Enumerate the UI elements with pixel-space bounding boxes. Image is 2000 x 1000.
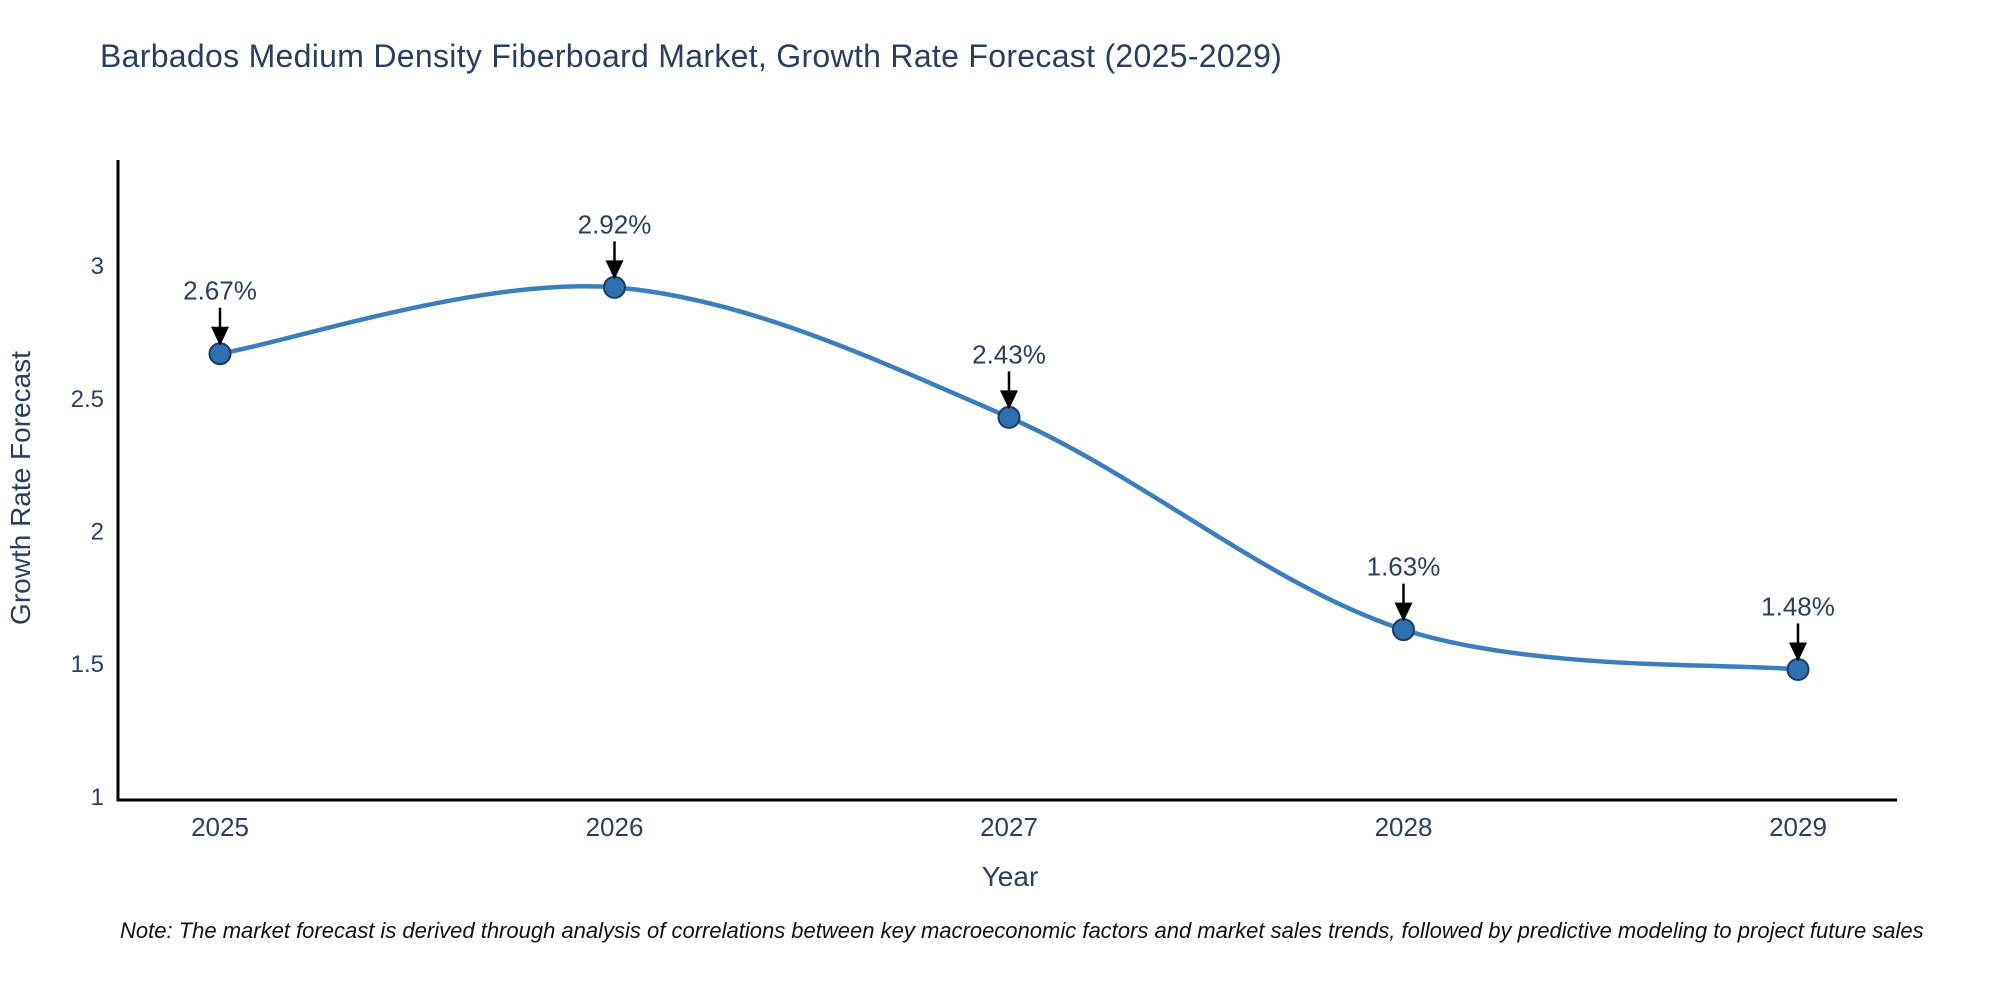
y-axis-title: Growth Rate Forecast bbox=[5, 351, 36, 625]
annotation-arrow-head bbox=[211, 326, 229, 346]
annotation-arrow-head bbox=[1000, 390, 1018, 410]
annotation-label: 2.43% bbox=[972, 339, 1046, 369]
data-point-marker bbox=[208, 342, 232, 366]
x-axis-title: Year bbox=[982, 861, 1039, 892]
x-tick-label: 2028 bbox=[1375, 812, 1433, 842]
x-tick-label: 2027 bbox=[980, 812, 1038, 842]
y-tick-label: 2 bbox=[91, 518, 104, 545]
x-tick-label: 2025 bbox=[191, 812, 249, 842]
y-tick-label: 1.5 bbox=[71, 651, 104, 678]
annotation-arrow-head bbox=[1789, 642, 1807, 662]
annotation-label: 2.92% bbox=[578, 209, 652, 239]
chart-title: Barbados Medium Density Fiberboard Marke… bbox=[100, 38, 1283, 74]
footnote: Note: The market forecast is derived thr… bbox=[120, 918, 1924, 943]
y-tick-label: 2.5 bbox=[71, 386, 104, 413]
y-tick-label: 1 bbox=[91, 784, 104, 811]
annotation-label: 1.63% bbox=[1367, 552, 1441, 582]
annotation-arrow-head bbox=[605, 260, 624, 280]
y-tick-label: 3 bbox=[91, 253, 104, 280]
annotation-label: 2.67% bbox=[183, 276, 257, 306]
x-tick-label: 2029 bbox=[1769, 812, 1827, 842]
annotation-arrow-head bbox=[1394, 602, 1413, 622]
data-point-marker bbox=[603, 275, 626, 299]
annotation-label: 1.48% bbox=[1761, 591, 1835, 621]
x-tick-label: 2026 bbox=[586, 812, 644, 842]
data-point-marker bbox=[1392, 618, 1415, 642]
data-point-marker bbox=[1786, 657, 1810, 681]
data-point-marker bbox=[997, 405, 1021, 429]
